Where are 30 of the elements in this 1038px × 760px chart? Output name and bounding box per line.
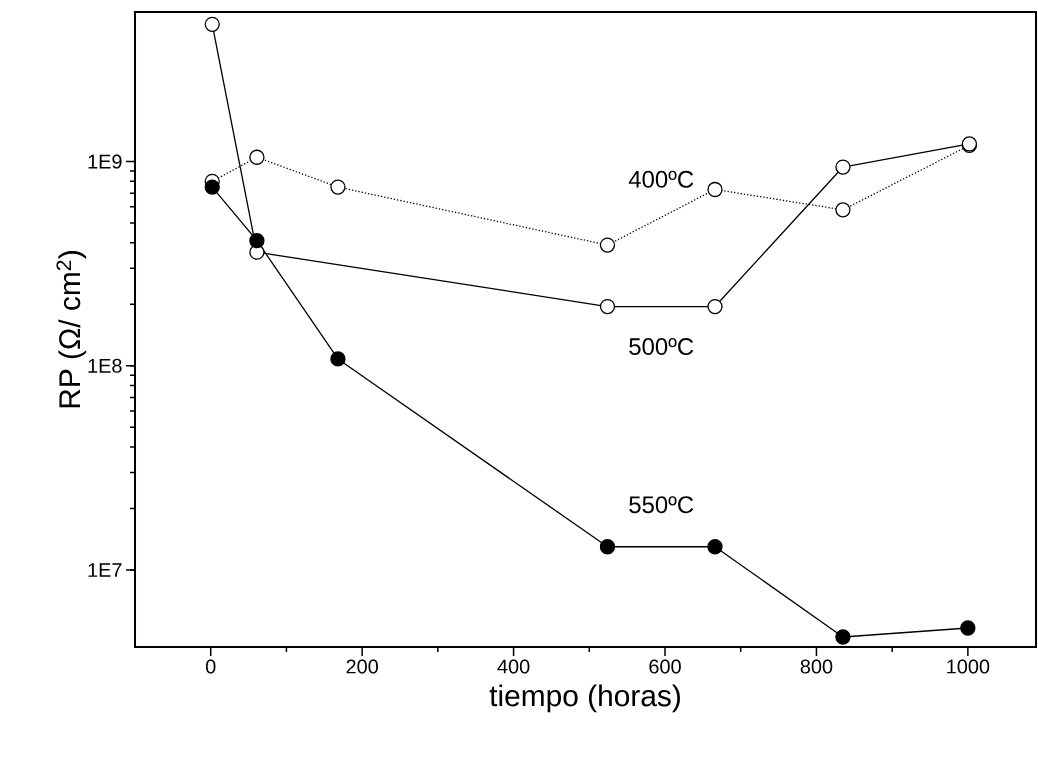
point — [599, 539, 616, 555]
point — [249, 149, 265, 165]
x-tick-label: 600 — [649, 659, 681, 674]
y-tick-label: 1E9 — [88, 154, 122, 169]
point — [960, 620, 976, 636]
point — [330, 179, 346, 195]
point — [249, 232, 265, 249]
x-tick-label: 0 — [205, 659, 216, 674]
point — [707, 539, 723, 555]
y-axis-title: RP (Ω/ cm$^{2}$) — [56, 251, 87, 408]
point — [707, 181, 723, 198]
point — [204, 179, 220, 195]
point — [835, 159, 851, 175]
x-tick-label: 1000 — [947, 659, 990, 674]
point — [835, 202, 851, 218]
point — [330, 351, 346, 367]
x-tick-label: 200 — [346, 659, 378, 674]
y-tick-label: 1E8 — [88, 358, 122, 373]
series-label: 550ºC — [629, 496, 694, 514]
point — [204, 16, 220, 32]
x-tick-label: 400 — [497, 659, 530, 674]
series-label: 500ºC — [629, 338, 694, 356]
point — [599, 237, 616, 253]
x-axis-title: tiempo (horas) — [489, 684, 680, 713]
point — [707, 298, 723, 315]
series-label: 400ºC — [628, 170, 694, 188]
point — [599, 298, 616, 315]
point — [835, 629, 851, 645]
y-tick-label: 1E7 — [88, 563, 122, 577]
x-tick-label: 800 — [800, 659, 833, 674]
